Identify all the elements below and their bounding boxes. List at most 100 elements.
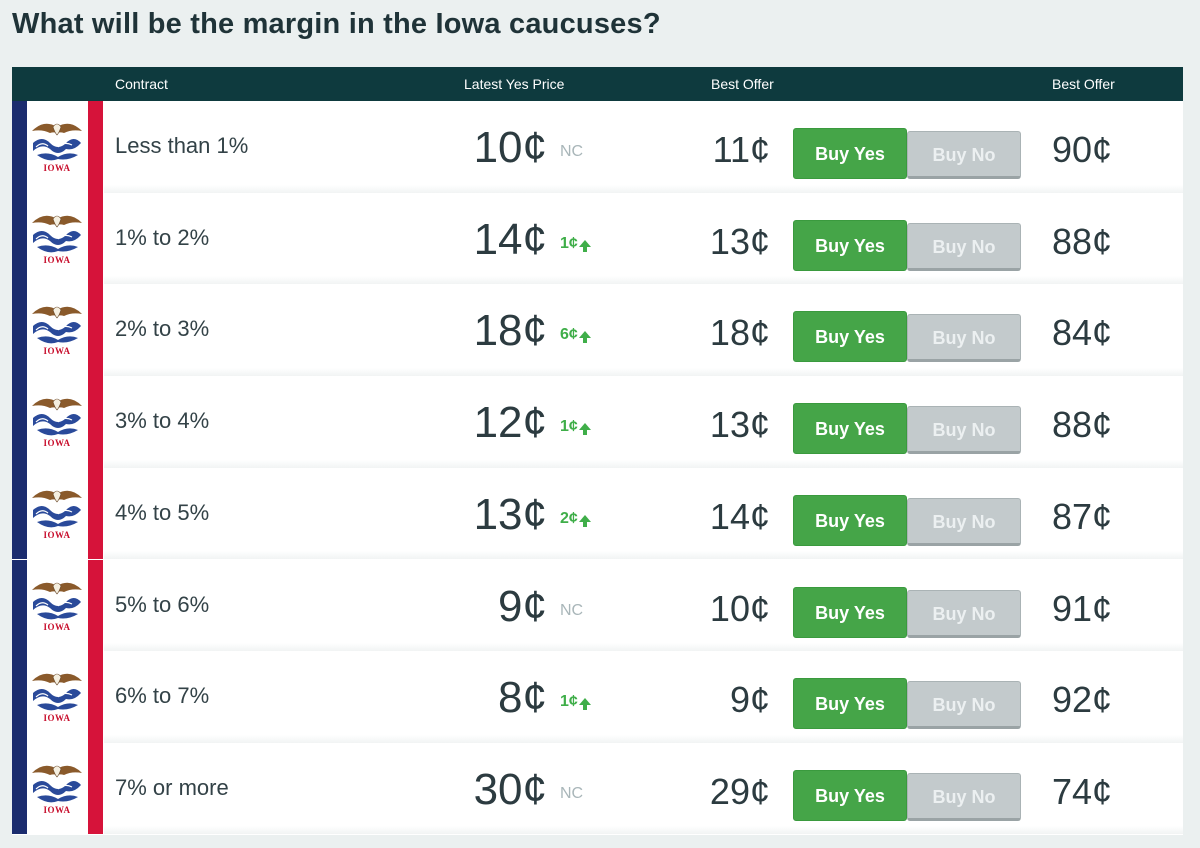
price-change-value: NC bbox=[560, 601, 584, 619]
flag-label: IOWA bbox=[43, 163, 71, 173]
flag-label: IOWA bbox=[43, 713, 71, 724]
flag-label: IOWA bbox=[43, 621, 71, 632]
contract-name[interactable]: 4% to 5% bbox=[115, 499, 210, 525]
price-change: NC bbox=[560, 785, 583, 803]
iowa-flag-icon: IOWA bbox=[12, 192, 103, 285]
best-offer-no: 92¢ bbox=[1052, 679, 1113, 721]
iowa-flag-icon: IOWA bbox=[12, 467, 103, 560]
table-row-8: IOWA 7% or more 30¢ NC 29¢ Buy Yes Buy N… bbox=[12, 742, 1183, 835]
latest-yes-price: 13¢ bbox=[473, 489, 547, 539]
flag-label: IOWA bbox=[43, 438, 71, 449]
buy-yes-button[interactable]: Buy Yes bbox=[793, 678, 907, 730]
buy-yes-button[interactable]: Buy Yes bbox=[793, 128, 907, 179]
contract-name[interactable]: Less than 1% bbox=[115, 133, 249, 158]
table-row-4: IOWA 3% to 4% 12¢ 1¢ 13¢ Buy Yes Buy No … bbox=[12, 376, 1183, 468]
arrow-up-icon bbox=[578, 514, 591, 527]
best-offer-yes: 14¢ bbox=[709, 495, 770, 537]
iowa-flag-icon: IOWA bbox=[12, 101, 103, 193]
best-offer-yes: 9¢ bbox=[729, 679, 770, 721]
header-latest-yes-price: Latest Yes Price bbox=[464, 76, 565, 92]
price-change: 2¢ bbox=[560, 510, 591, 528]
arrow-up-icon bbox=[578, 239, 591, 252]
contract-name[interactable]: 6% to 7% bbox=[115, 683, 210, 709]
iowa-flag-icon: IOWA bbox=[12, 651, 103, 743]
buy-no-button[interactable]: Buy No bbox=[907, 222, 1021, 271]
table-header: Contract Latest Yes Price Best Offer Bes… bbox=[12, 67, 1183, 101]
latest-yes-price: 12¢ bbox=[473, 398, 547, 448]
flag-label: IOWA bbox=[43, 254, 71, 265]
price-change-value: NC bbox=[560, 143, 584, 160]
price-change: 1¢ bbox=[560, 418, 591, 436]
best-offer-yes: 13¢ bbox=[709, 220, 770, 262]
price-change-value: 1¢ bbox=[560, 418, 578, 436]
contracts-table: Contract Latest Yes Price Best Offer Bes… bbox=[12, 67, 1183, 835]
best-offer-no: 87¢ bbox=[1052, 495, 1113, 537]
buy-yes-button[interactable]: Buy Yes bbox=[793, 311, 907, 363]
contract-name[interactable]: 1% to 2% bbox=[115, 224, 210, 250]
header-best-offer-yes: Best Offer bbox=[711, 76, 774, 92]
page-title: What will be the margin in the Iowa cauc… bbox=[12, 8, 661, 40]
best-offer-yes: 11¢ bbox=[712, 129, 770, 170]
best-offer-no: 74¢ bbox=[1052, 770, 1113, 812]
flag-label: IOWA bbox=[43, 346, 71, 357]
contract-name[interactable]: 7% or more bbox=[115, 774, 229, 800]
buy-no-button[interactable]: Buy No bbox=[907, 681, 1021, 730]
arrow-up-icon bbox=[578, 331, 591, 344]
flag-label: IOWA bbox=[43, 804, 71, 815]
best-offer-yes: 29¢ bbox=[709, 770, 770, 812]
buy-no-button[interactable]: Buy No bbox=[907, 772, 1021, 821]
latest-yes-price: 8¢ bbox=[498, 673, 547, 723]
buy-yes-button[interactable]: Buy Yes bbox=[793, 403, 907, 455]
latest-yes-price: 10¢ bbox=[473, 123, 547, 172]
table-row-7: IOWA 6% to 7% 8¢ 1¢ 9¢ Buy Yes Buy No 92… bbox=[12, 651, 1183, 743]
price-change: NC bbox=[560, 143, 583, 161]
best-offer-yes: 10¢ bbox=[709, 587, 770, 629]
table-row-5: IOWA 4% to 5% 13¢ 2¢ 14¢ Buy Yes Buy No … bbox=[12, 467, 1183, 560]
best-offer-no: 88¢ bbox=[1052, 220, 1113, 262]
best-offer-no: 90¢ bbox=[1052, 129, 1113, 170]
iowa-flag-icon: IOWA bbox=[12, 559, 103, 651]
table-row-1: IOWA Less than 1% 10¢ NC 11¢ Buy Yes Buy… bbox=[12, 101, 1183, 193]
price-change-value: 6¢ bbox=[560, 326, 578, 344]
contract-name[interactable]: 3% to 4% bbox=[115, 408, 210, 434]
buy-no-button[interactable]: Buy No bbox=[907, 406, 1021, 455]
latest-yes-price: 30¢ bbox=[473, 764, 547, 814]
table-row-3: IOWA 2% to 3% 18¢ 6¢ 18¢ Buy Yes Buy No … bbox=[12, 284, 1183, 376]
iowa-flag-icon: IOWA bbox=[12, 742, 103, 835]
best-offer-yes: 18¢ bbox=[709, 312, 770, 354]
latest-yes-price: 18¢ bbox=[473, 306, 547, 356]
price-change: NC bbox=[560, 602, 583, 620]
price-change-value: 2¢ bbox=[560, 509, 578, 527]
best-offer-no: 88¢ bbox=[1052, 404, 1113, 446]
latest-yes-price: 9¢ bbox=[498, 581, 547, 631]
buy-yes-button[interactable]: Buy Yes bbox=[793, 494, 907, 546]
best-offer-no: 84¢ bbox=[1052, 312, 1113, 354]
price-change: 1¢ bbox=[560, 693, 591, 711]
iowa-flag-icon: IOWA bbox=[12, 376, 103, 468]
table-row-2: IOWA 1% to 2% 14¢ 1¢ 13¢ Buy Yes Buy No … bbox=[12, 192, 1183, 285]
buy-yes-button[interactable]: Buy Yes bbox=[793, 219, 907, 271]
arrow-up-icon bbox=[578, 423, 591, 436]
buy-yes-button[interactable]: Buy Yes bbox=[793, 586, 907, 638]
table-row-6: IOWA 5% to 6% 9¢ NC 10¢ Buy Yes Buy No 9… bbox=[12, 559, 1183, 651]
price-change-value: NC bbox=[560, 784, 584, 802]
iowa-flag-icon: IOWA bbox=[12, 284, 103, 376]
latest-yes-price: 14¢ bbox=[473, 214, 547, 264]
price-change-value: 1¢ bbox=[560, 693, 578, 711]
buy-no-button[interactable]: Buy No bbox=[907, 314, 1021, 363]
buy-no-button[interactable]: Buy No bbox=[907, 497, 1021, 546]
price-change-value: 1¢ bbox=[560, 234, 578, 252]
buy-yes-button[interactable]: Buy Yes bbox=[793, 769, 907, 821]
header-contract: Contract bbox=[115, 76, 168, 92]
flag-label: IOWA bbox=[43, 529, 71, 540]
buy-no-button[interactable]: Buy No bbox=[907, 131, 1021, 179]
best-offer-no: 91¢ bbox=[1052, 587, 1113, 629]
header-best-offer-no: Best Offer bbox=[1052, 76, 1115, 92]
contract-name[interactable]: 5% to 6% bbox=[115, 591, 210, 617]
contract-name[interactable]: 2% to 3% bbox=[115, 316, 210, 342]
arrow-up-icon bbox=[578, 698, 591, 711]
price-change: 6¢ bbox=[560, 326, 591, 344]
buy-no-button[interactable]: Buy No bbox=[907, 589, 1021, 638]
best-offer-yes: 13¢ bbox=[709, 404, 770, 446]
price-change: 1¢ bbox=[560, 235, 591, 253]
